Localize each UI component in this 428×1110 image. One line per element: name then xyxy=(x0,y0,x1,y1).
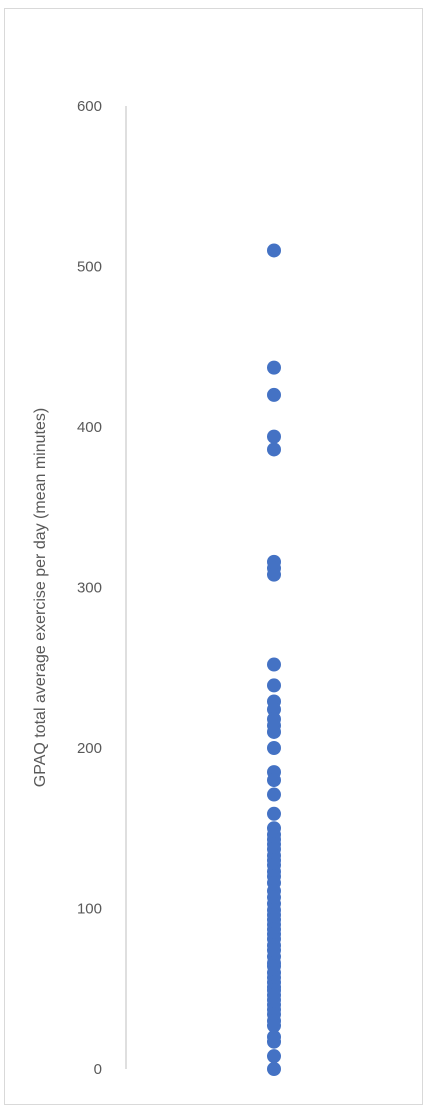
data-point xyxy=(267,429,281,444)
y-axis-title: GPAQ total average exercise per day (mea… xyxy=(32,408,49,787)
y-tick-label: 600 xyxy=(77,98,102,115)
data-point xyxy=(267,1049,281,1064)
chart-frame: 0 100 200 300 400 500 600 GPAQ total average e… xyxy=(4,8,423,1105)
data-point xyxy=(267,741,281,755)
data-point xyxy=(267,1034,281,1049)
data-points xyxy=(267,243,281,1076)
y-tick-label: 300 xyxy=(77,580,102,597)
data-point xyxy=(267,806,281,821)
data-point xyxy=(267,724,281,739)
data-point xyxy=(267,657,281,672)
data-point xyxy=(267,243,281,258)
y-tick-label: 0 xyxy=(94,1061,102,1078)
data-point xyxy=(267,773,281,788)
data-point xyxy=(267,702,281,717)
y-tick-label: 400 xyxy=(77,419,102,436)
data-point xyxy=(267,787,281,802)
data-point xyxy=(267,442,281,457)
data-point xyxy=(267,1062,281,1076)
data-point xyxy=(267,678,281,693)
data-point xyxy=(267,387,281,402)
data-point xyxy=(267,360,281,375)
y-tick-label: 500 xyxy=(77,259,102,276)
y-axis-tick-labels: 0 100 200 300 400 500 600 xyxy=(77,98,102,1078)
data-point xyxy=(267,567,281,582)
y-tick-label: 200 xyxy=(77,740,102,757)
y-tick-label: 100 xyxy=(77,901,102,918)
scatter-chart: 0 100 200 300 400 500 600 GPAQ total average e… xyxy=(32,98,281,1078)
data-point xyxy=(267,1018,281,1033)
